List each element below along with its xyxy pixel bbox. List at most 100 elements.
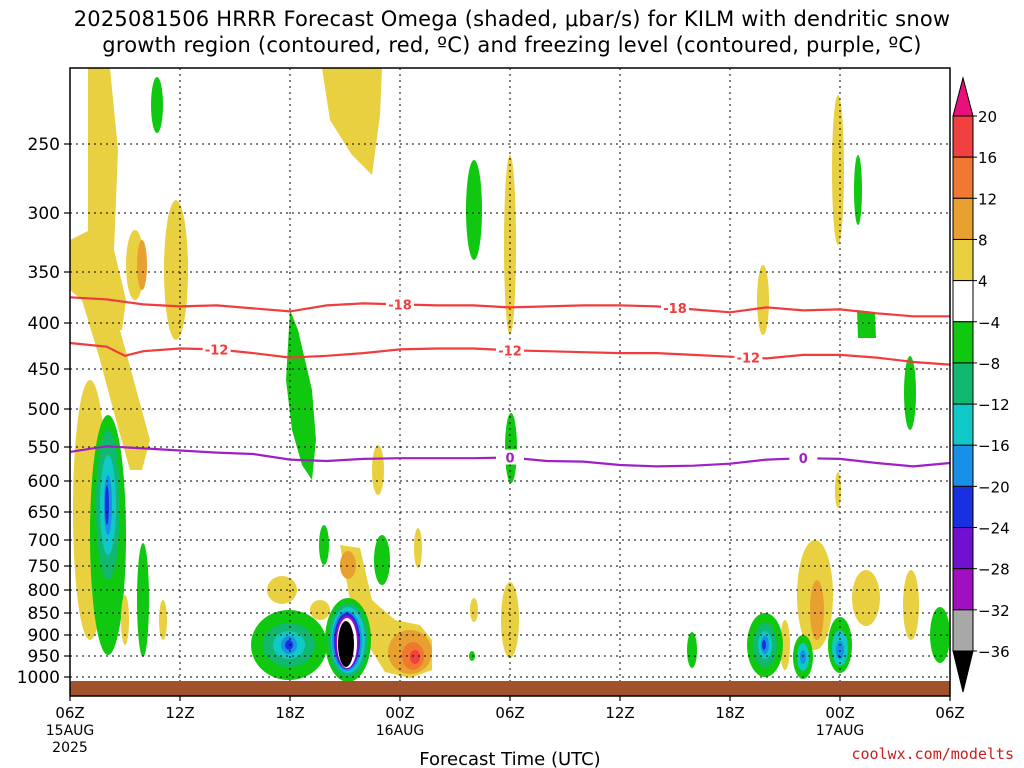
y-tick-label: 800 bbox=[28, 581, 60, 601]
contour-lines: -18 -18 -12 -12 -12 0 0 bbox=[69, 296, 951, 468]
omega-blob-5 bbox=[322, 68, 382, 175]
omega-blob-29 bbox=[854, 155, 862, 225]
ground-fill bbox=[70, 681, 950, 696]
chart-title-line2: growth region (contoured, red, ºC) and f… bbox=[102, 33, 922, 57]
omega-blob-28 bbox=[832, 95, 844, 245]
omega-blob-46 bbox=[410, 650, 420, 664]
contour-line-m18 bbox=[69, 296, 950, 318]
x-tick-label: 18Z bbox=[715, 704, 744, 722]
y-tick-label: 1000 bbox=[17, 668, 60, 688]
omega-blob-30 bbox=[857, 310, 876, 338]
omega-blob-19 bbox=[374, 535, 390, 585]
x-tick-label: 00Z bbox=[825, 704, 854, 722]
colorbar-bin-8 bbox=[952, 444, 974, 487]
y-tick-label: 900 bbox=[28, 626, 60, 646]
colorbar-bin-11 bbox=[952, 568, 974, 611]
contour-label-bg-2-1 bbox=[789, 450, 818, 466]
contour-label: -18 bbox=[663, 302, 687, 317]
colorbar-tick-label: −28 bbox=[978, 561, 1010, 579]
chart-title: 2025081506 HRRR Forecast Omega (shaded, … bbox=[0, 6, 1024, 58]
colorbar-tick-label: −8 bbox=[978, 355, 1000, 373]
colorbar: 20 16 12 8 4 −4 −8 −12 −16 −20 −24 −28 −32 −36 bbox=[952, 76, 1010, 693]
omega-blob-13 bbox=[137, 543, 149, 657]
y-tick-label: 350 bbox=[28, 263, 60, 283]
omega-blob-31 bbox=[904, 356, 916, 430]
colorbar-bin-7 bbox=[952, 403, 974, 446]
colorbar-tick-label: −12 bbox=[978, 396, 1010, 414]
omega-blob-51 bbox=[285, 640, 293, 650]
colorbar-bin-12 bbox=[952, 609, 974, 652]
x-tick-label: 12Z bbox=[165, 704, 194, 722]
omega-blob-14 bbox=[121, 595, 129, 645]
omega-blob-1 bbox=[70, 230, 150, 470]
colorbar-bin-6 bbox=[952, 362, 974, 405]
contour-label-bg-1-0 bbox=[202, 341, 231, 357]
contour-label-bg-1-1 bbox=[496, 342, 524, 358]
contour-label-bg-1-2 bbox=[734, 349, 763, 365]
omega-blob-4 bbox=[137, 240, 147, 290]
omega-blob-6 bbox=[151, 77, 163, 133]
omega-blob-23 bbox=[505, 413, 517, 483]
x-tick-date: 15AUG bbox=[46, 723, 95, 739]
colorbar-tick-label: −20 bbox=[978, 478, 1010, 496]
colorbar-tick-label: −36 bbox=[978, 643, 1010, 661]
contour-label-bg-0-1 bbox=[661, 299, 689, 315]
omega-blob-22 bbox=[504, 155, 516, 335]
y-tick-label: 300 bbox=[28, 204, 60, 224]
omega-blob-17 bbox=[319, 525, 329, 565]
pressure-axis: 2503003504004505005506006507007508008509… bbox=[17, 135, 70, 688]
omega-blob-36 bbox=[903, 570, 919, 640]
omega-blob-16 bbox=[286, 310, 316, 480]
colorbar-tick-label: −4 bbox=[978, 314, 1000, 332]
x-tick-date: 17AUG bbox=[816, 723, 865, 739]
contour-label: -12 bbox=[205, 343, 229, 358]
y-tick-label: 250 bbox=[28, 135, 60, 155]
omega-blob-41 bbox=[310, 600, 330, 620]
colorbar-tick-label: −24 bbox=[978, 520, 1010, 538]
contour-label: 0 bbox=[505, 452, 514, 467]
y-tick-label: 500 bbox=[28, 400, 60, 420]
colorbar-tick-label: 4 bbox=[978, 273, 988, 291]
colorbar-bottom-arrow bbox=[952, 650, 974, 693]
omega-blob-15 bbox=[159, 600, 167, 640]
colorbar-bin-10 bbox=[952, 527, 974, 570]
colorbar-bin-1 bbox=[952, 156, 974, 199]
omega-blob-60 bbox=[338, 621, 354, 667]
colorbar-tick-label: −16 bbox=[978, 437, 1010, 455]
omega-blob-27 bbox=[757, 265, 769, 335]
colorbar-top-arrow bbox=[952, 76, 974, 117]
colorbar-bin-4 bbox=[952, 280, 974, 323]
contour-label-bg-2-0 bbox=[496, 449, 524, 465]
x-axis-label: Forecast Time (UTC) bbox=[419, 749, 600, 768]
contour-line-m12 bbox=[69, 341, 951, 366]
y-tick-label: 950 bbox=[28, 647, 60, 667]
y-tick-label: 600 bbox=[28, 472, 60, 492]
x-tick-label: 06Z bbox=[495, 704, 524, 722]
contour-label-bg-0-0 bbox=[386, 296, 414, 312]
chart-title-line1: 2025081506 HRRR Forecast Omega (shaded, … bbox=[73, 7, 951, 31]
colorbar-bin-5 bbox=[952, 321, 974, 364]
contour-label: -12 bbox=[737, 352, 761, 367]
x-tick-label: 00Z bbox=[385, 704, 414, 722]
ground-surface bbox=[70, 681, 950, 696]
y-tick-label: 400 bbox=[28, 314, 60, 334]
x-tick-label: 18Z bbox=[275, 704, 304, 722]
colorbar-tick-label: 16 bbox=[978, 149, 997, 167]
y-tick-label: 750 bbox=[28, 557, 60, 577]
omega-blob-38 bbox=[780, 620, 790, 670]
contour-label: -18 bbox=[388, 298, 412, 313]
x-tick-date: 16AUG bbox=[376, 723, 425, 739]
omega-blob-25 bbox=[470, 598, 478, 622]
colorbar-bin-0 bbox=[952, 115, 974, 158]
y-tick-label: 850 bbox=[28, 604, 60, 624]
omega-blob-68 bbox=[800, 650, 806, 664]
colorbar-tick-label: 8 bbox=[978, 231, 988, 249]
y-tick-label: 650 bbox=[28, 503, 60, 523]
contour-label: -12 bbox=[498, 344, 522, 359]
contour-label: 0 bbox=[799, 452, 808, 467]
omega-blob-3 bbox=[164, 200, 188, 340]
x-tick-year: 2025 bbox=[52, 740, 88, 756]
omega-blob-12 bbox=[105, 485, 109, 525]
